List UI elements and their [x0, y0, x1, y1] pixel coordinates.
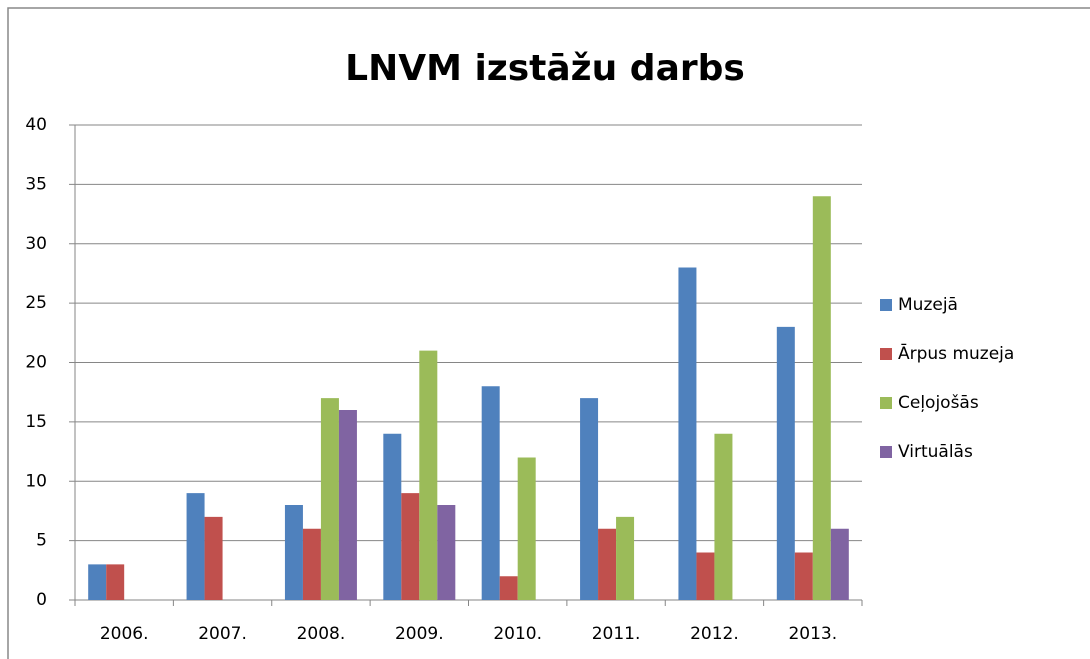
- bar: [714, 433, 733, 600]
- bar: [517, 457, 536, 600]
- y-tick-label: 0: [36, 590, 47, 610]
- bar: [830, 528, 849, 600]
- y-tick-label: 40: [25, 115, 47, 135]
- bar: [598, 528, 617, 600]
- y-tick-label: 15: [25, 412, 47, 432]
- bar: [338, 410, 357, 600]
- bar: [696, 552, 715, 600]
- legend-swatch: [880, 397, 892, 409]
- legend-swatch: [880, 446, 892, 458]
- bar: [419, 350, 438, 600]
- bar: [481, 386, 500, 600]
- bar: [284, 505, 303, 600]
- bar: [437, 505, 456, 600]
- bar: [383, 433, 402, 600]
- bar: [616, 516, 635, 600]
- y-tick-label: 20: [25, 353, 47, 373]
- bar: [106, 564, 125, 600]
- legend-label: Ceļojošās: [898, 393, 979, 413]
- bar: [204, 516, 223, 600]
- x-tick-label: 2010.: [493, 624, 542, 644]
- bar: [302, 528, 321, 600]
- bar: [794, 552, 813, 600]
- x-tick-label: 2008.: [297, 624, 346, 644]
- bar: [499, 576, 518, 600]
- legend-swatch: [880, 299, 892, 311]
- y-tick-label: 10: [25, 471, 47, 491]
- bar: [320, 398, 339, 600]
- y-tick-label: 30: [25, 234, 47, 254]
- legend-label: Ārpus muzeja: [898, 342, 1014, 364]
- chart-frame: [7, 7, 1090, 659]
- legend-label: Virtuālās: [898, 442, 973, 462]
- y-tick-label: 5: [36, 531, 47, 551]
- bar: [812, 196, 831, 600]
- legend-label: Muzejā: [898, 295, 958, 315]
- bar: [401, 493, 420, 600]
- x-tick-label: 2012.: [690, 624, 739, 644]
- bar: [186, 493, 205, 600]
- bar: [776, 326, 795, 600]
- bar: [678, 267, 697, 600]
- legend-swatch: [880, 348, 892, 360]
- x-tick-label: 2007.: [198, 624, 247, 644]
- x-tick-label: 2006.: [100, 624, 149, 644]
- bar: [580, 398, 599, 600]
- y-tick-label: 25: [25, 293, 47, 313]
- x-tick-label: 2013.: [788, 624, 837, 644]
- bar: [88, 564, 107, 600]
- x-tick-label: 2009.: [395, 624, 444, 644]
- x-tick-label: 2011.: [592, 624, 641, 644]
- y-tick-label: 35: [25, 174, 47, 194]
- chart-title: LNVM izstāžu darbs: [345, 48, 745, 89]
